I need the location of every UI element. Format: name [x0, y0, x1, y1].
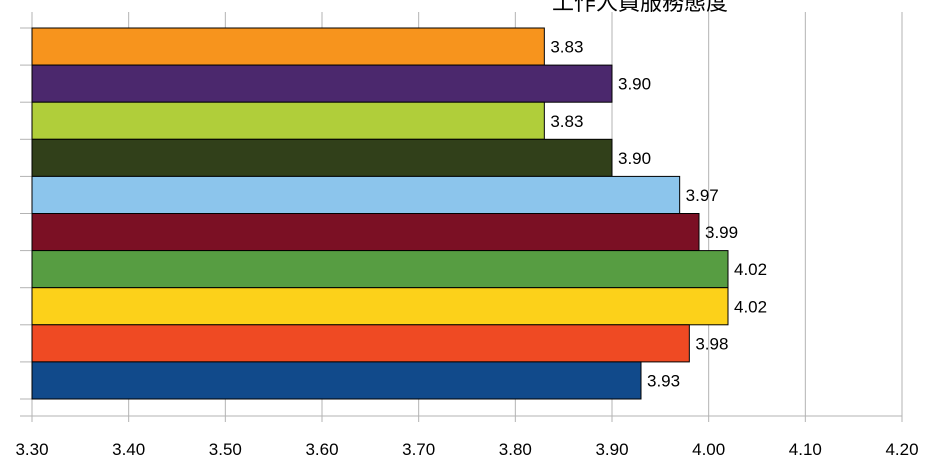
data-label: 3.83 — [550, 38, 583, 57]
data-label: 3.83 — [550, 112, 583, 131]
data-label: 3.90 — [618, 149, 651, 168]
bar — [31, 287, 729, 326]
x-tick-label: 3.30 — [15, 440, 48, 459]
bar — [31, 64, 613, 103]
x-tick-label: 3.90 — [595, 440, 628, 459]
bar — [31, 361, 642, 400]
x-tick-label: 3.60 — [305, 440, 338, 459]
value-labels: 3.83 3.90 3.83 3.90 3.97 3.99 4.02 4.02 3.98 3.93 — [550, 38, 767, 391]
bar — [31, 175, 681, 214]
data-label: 3.90 — [618, 75, 651, 94]
data-label: 4.02 — [734, 260, 767, 279]
bar — [31, 324, 690, 363]
bar — [31, 250, 729, 289]
x-tick-label: 3.40 — [112, 440, 145, 459]
bar — [31, 27, 545, 66]
chart-title: 工作人員服務態度 — [551, 0, 729, 16]
x-tick-label: 4.20 — [885, 440, 918, 459]
data-label: 3.99 — [705, 223, 738, 242]
x-tick-label: 4.10 — [789, 440, 822, 459]
x-tick-labels: 3.30 3.40 3.50 3.60 3.70 3.80 3.90 4.00 4.10 4.20 — [15, 440, 918, 459]
bar — [31, 213, 700, 252]
bar — [31, 138, 613, 177]
x-tick-label: 3.80 — [499, 440, 532, 459]
bar — [31, 101, 545, 140]
x-tick-label: 3.70 — [402, 440, 435, 459]
bars — [31, 27, 729, 400]
data-label: 3.93 — [647, 371, 680, 390]
data-label: 3.98 — [695, 334, 728, 353]
x-tick-label: 4.00 — [692, 440, 725, 459]
data-label: 4.02 — [734, 297, 767, 316]
data-label: 3.97 — [686, 186, 719, 205]
x-tick-label: 3.50 — [209, 440, 242, 459]
